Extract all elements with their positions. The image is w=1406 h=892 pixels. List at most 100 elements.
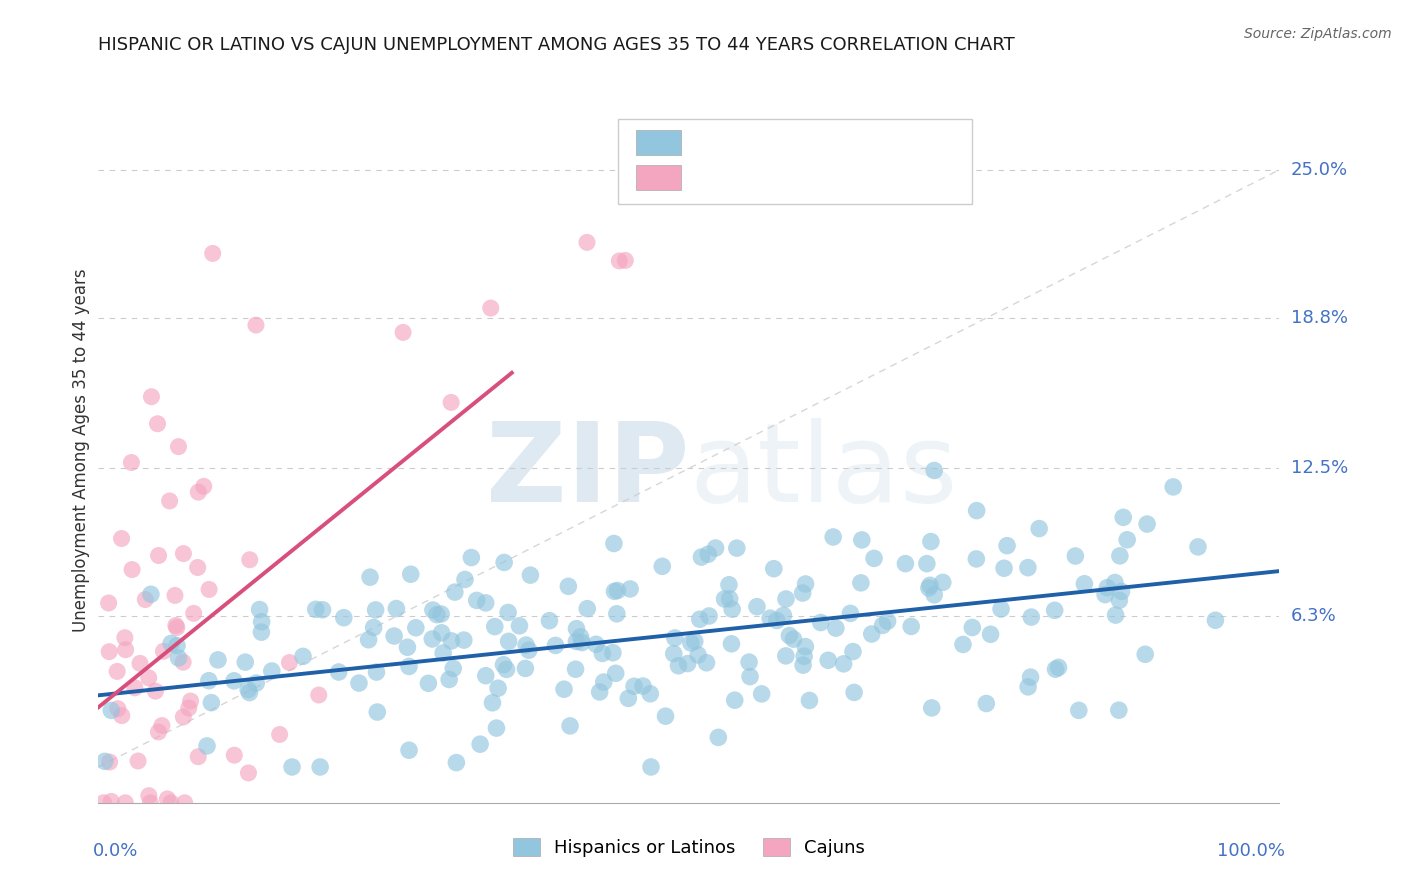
Point [100,794,122,808]
Point [159,494,181,508]
Point [446,756,468,770]
Text: N =: N = [825,134,865,152]
Point [976,697,998,711]
Text: 200: 200 [877,134,912,152]
Point [1116,533,1139,547]
Point [922,588,945,602]
Point [519,568,541,582]
Point [1028,522,1050,536]
Point [894,557,917,571]
Point [485,721,508,735]
Point [292,649,315,664]
Point [420,632,443,646]
Text: R =: R = [695,169,734,186]
Point [544,639,567,653]
Point [111,708,134,723]
Point [359,570,381,584]
Point [759,611,782,625]
Point [426,607,449,622]
Point [430,625,453,640]
Point [640,760,662,774]
Point [479,301,502,315]
Point [418,676,440,690]
Point [557,579,579,593]
Point [1108,703,1130,717]
Point [127,754,149,768]
Point [915,557,938,571]
FancyBboxPatch shape [636,130,681,155]
Point [484,619,506,633]
Point [333,610,356,624]
Point [651,559,673,574]
Point [571,635,593,649]
Point [676,657,699,671]
Point [1094,588,1116,602]
Point [474,669,496,683]
Point [250,625,273,640]
Point [823,530,845,544]
Point [920,534,942,549]
Point [166,621,188,635]
Point [1111,584,1133,599]
Point [772,608,794,623]
Point [565,622,588,636]
Point [145,684,167,698]
Text: 6.3%: 6.3% [1291,607,1336,625]
Point [508,619,530,633]
Point [775,648,797,663]
Point [654,709,676,723]
Point [207,653,229,667]
Text: 0.0%: 0.0% [93,841,138,860]
Text: ZIP: ZIP [485,418,689,525]
Point [872,618,894,632]
Point [993,561,1015,575]
Point [690,550,713,565]
Point [198,673,221,688]
Point [166,639,188,653]
Point [606,583,628,598]
Point [245,318,267,332]
Text: 0.519: 0.519 [742,134,793,152]
Point [569,630,592,644]
Point [900,619,922,633]
Point [697,547,720,561]
Point [98,645,121,659]
Point [697,609,720,624]
Point [172,655,194,669]
Point [762,562,785,576]
Point [260,664,283,678]
Point [93,796,115,810]
Point [430,607,453,621]
Point [824,621,846,635]
Point [432,646,454,660]
Point [498,634,520,648]
FancyBboxPatch shape [636,165,681,190]
Point [453,633,475,648]
Point [94,755,117,769]
Point [585,637,607,651]
Point [198,582,221,597]
Point [794,577,817,591]
Point [817,653,839,667]
Point [664,631,686,645]
Point [492,657,515,672]
Point [398,743,420,757]
Point [440,633,463,648]
Point [794,640,817,654]
Point [496,606,519,620]
Point [842,685,865,699]
Point [110,532,132,546]
Point [576,601,599,615]
Point [592,675,614,690]
Point [148,549,170,563]
Point [105,665,128,679]
Point [224,748,246,763]
Point [591,647,613,661]
Point [707,731,730,745]
Point [918,578,941,592]
Point [152,644,174,658]
Point [129,657,152,671]
Point [689,612,711,626]
Text: N =: N = [825,169,865,186]
Point [305,602,328,616]
